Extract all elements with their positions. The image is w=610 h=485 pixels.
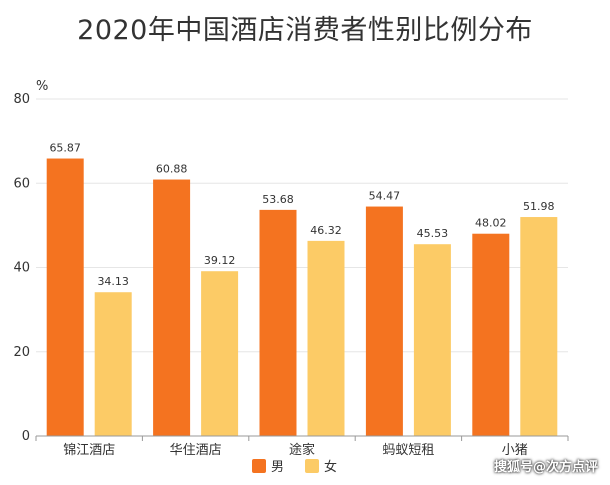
y-tick-label: 80 (13, 92, 30, 107)
bar (153, 179, 191, 436)
legend: 男女 (252, 459, 337, 475)
chart-title: 2020年中国酒店消费者性别比例分布 (77, 15, 533, 46)
y-axis: 0 20 40 60 80% (13, 79, 48, 444)
bar (365, 206, 403, 436)
x-tick-label: 华住酒店 (170, 443, 222, 458)
data-label: 54.47 (369, 190, 401, 203)
bars: 65.87 34.13 60.88 39.12 53.68 46.32 54.47 45.53… (46, 142, 558, 436)
legend-swatch (252, 459, 266, 473)
x-tick-label: 锦江酒店 (63, 443, 115, 458)
data-label: 65.87 (49, 142, 81, 155)
watermark: 搜狐号@次方点评 (493, 460, 598, 475)
data-label: 48.02 (475, 217, 507, 230)
y-tick-label: 40 (13, 261, 30, 276)
legend-label: 男 (271, 460, 284, 475)
x-tick-label: 小猪 (502, 443, 528, 458)
data-label: 53.68 (262, 193, 294, 206)
bar (307, 240, 345, 436)
x-tick-label: 蚂蚁短租 (382, 443, 434, 458)
data-label: 51.98 (523, 200, 555, 213)
bar (520, 217, 558, 436)
y-tick-label: 0 (22, 429, 30, 444)
legend-swatch (305, 459, 319, 473)
x-axis: 锦江酒店 华住酒店 途家 蚂蚁短租 小猪 (35, 435, 569, 458)
data-label: 46.32 (310, 224, 342, 237)
bar (94, 292, 132, 436)
x-tick-label: 途家 (289, 442, 315, 458)
data-label: 60.88 (156, 163, 188, 176)
data-label: 34.13 (97, 275, 129, 288)
bar (413, 244, 451, 436)
bar (259, 209, 297, 436)
y-tick-label: 60 (13, 176, 30, 191)
bar (201, 271, 239, 436)
bar (46, 158, 84, 436)
bar (472, 233, 510, 436)
y-tick-label: 20 (13, 345, 30, 360)
data-label: 45.53 (417, 227, 449, 240)
y-axis-unit: % (36, 79, 48, 94)
legend-label: 女 (324, 459, 337, 475)
data-label: 39.12 (204, 254, 236, 267)
